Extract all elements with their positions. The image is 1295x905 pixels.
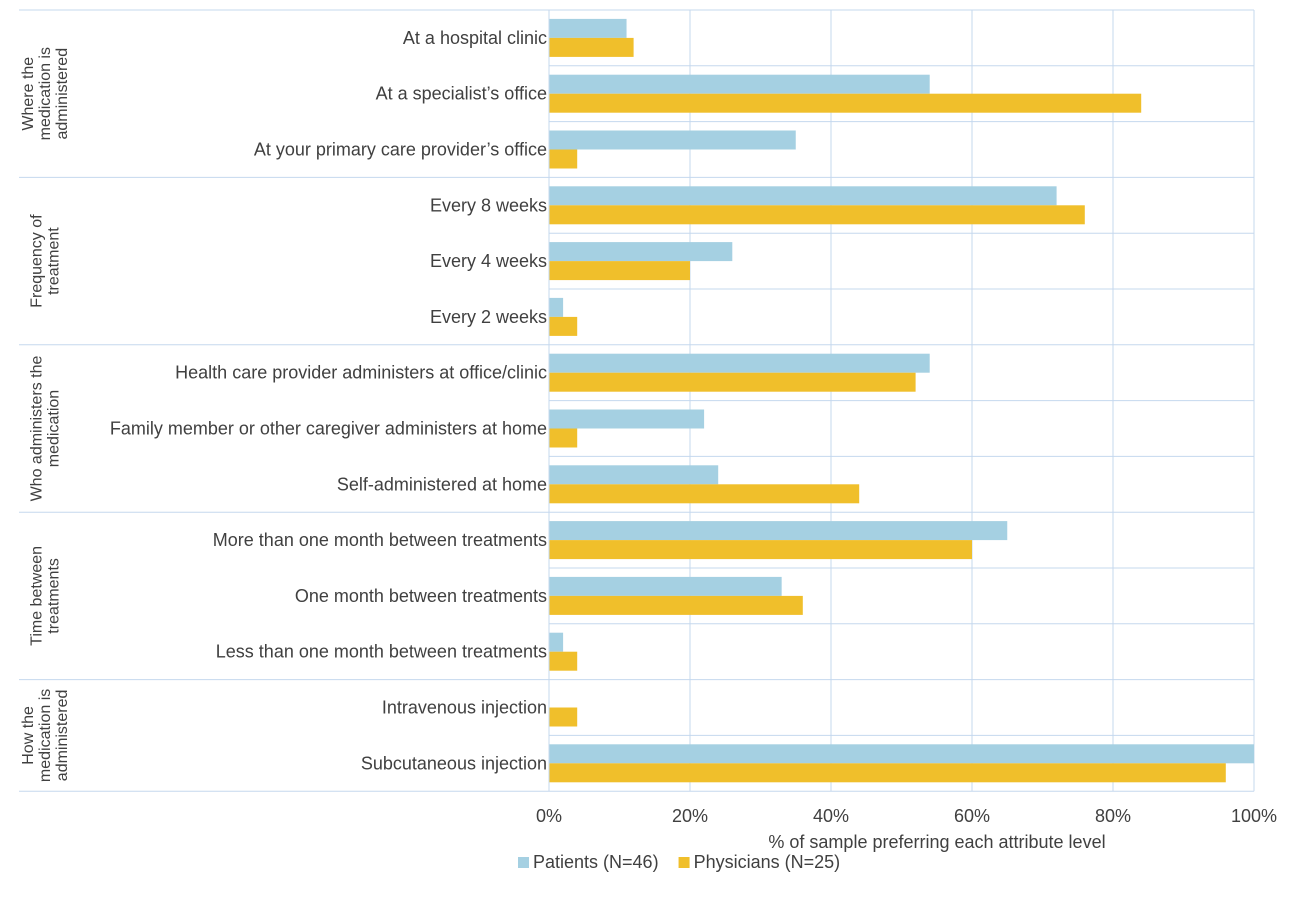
category-label: Self-administered at home [337,474,547,494]
group-label-line: treatments [46,558,63,634]
bar [549,74,930,94]
category-label: Every 8 weeks [430,195,547,215]
bar [549,93,1142,113]
group-label-line: Who administers the [29,355,46,501]
bar [549,372,916,392]
bar [549,261,690,281]
bar [549,521,1008,541]
group-label-line: treatment [46,227,63,295]
bar [549,763,1226,783]
category-label: At your primary care provider’s office [254,140,547,160]
bar [549,37,634,57]
bar [549,484,860,504]
bar [549,130,796,150]
bar [549,632,564,652]
x-tick-label: 0% [536,806,562,826]
x-tick-label: 20% [672,806,708,826]
group-label-line: Where the [20,57,37,131]
group-label: Where themedication isadministered [20,47,71,140]
group-label-line: Frequency of [29,214,46,308]
category-label: One month between treatments [295,586,547,606]
bars [549,18,1254,783]
bar [549,540,972,560]
group-label-line: How the [20,706,37,765]
category-labels: At a hospital clinic At a specialist’s of… [110,28,547,773]
bar [549,18,627,38]
axes [19,9,550,792]
group-label-line: administered [54,690,71,782]
bar [549,149,578,169]
legend-label: Patients (N=46) [533,852,659,872]
bar [549,428,578,448]
bar [549,353,930,373]
x-tick-label: 100% [1231,806,1277,826]
category-label: Health care provider administers at offi… [175,363,547,383]
x-tick-label: 60% [954,806,990,826]
x-tick-label: 80% [1095,806,1131,826]
category-label: Family member or other caregiver adminis… [110,419,547,439]
x-tick-labels: 0% 20% 40% 60% 80% 100% [536,806,1277,826]
group-label-line: Time between [29,546,46,646]
bar [549,651,578,671]
category-label: Less than one month between treatments [216,642,547,662]
category-label: At a hospital clinic [403,28,547,48]
group-label: Time betweentreatments [29,546,63,646]
bar [549,297,564,317]
legend: Patients (N=46) Physicians (N=25) [518,852,840,872]
x-tick-label: 40% [813,806,849,826]
category-label: Every 2 weeks [430,307,547,327]
category-label: Every 4 weeks [430,251,547,271]
group-label: Frequency oftreatment [29,214,63,308]
group-label-line: medication is [37,47,54,140]
group-label-line: medication is [37,689,54,782]
group-labels: Where themedication isadministeredFreque… [20,47,71,782]
gridlines [548,9,1255,792]
group-label-line: administered [54,48,71,140]
group-label: Who administers themedication [29,355,63,501]
category-label: Subcutaneous injection [361,753,547,773]
bar [549,316,578,336]
bar [549,744,1254,764]
category-label: More than one month between treatments [213,530,547,550]
bar [549,707,578,727]
bar [549,595,803,615]
legend-label: Physicians (N=25) [694,852,841,872]
bar [549,205,1085,225]
legend-swatch [678,857,690,868]
bar [549,409,705,429]
bar [549,186,1057,206]
category-label: Intravenous injection [382,698,547,718]
x-axis-label: % of sample preferring each attribute le… [768,832,1105,852]
bar [549,576,782,596]
legend-swatch [518,857,529,868]
category-label: At a specialist’s office [376,84,547,104]
bar [549,242,733,262]
group-label-line: medication [46,390,63,467]
group-label: How themedication isadministered [20,689,71,782]
bar [549,465,719,485]
